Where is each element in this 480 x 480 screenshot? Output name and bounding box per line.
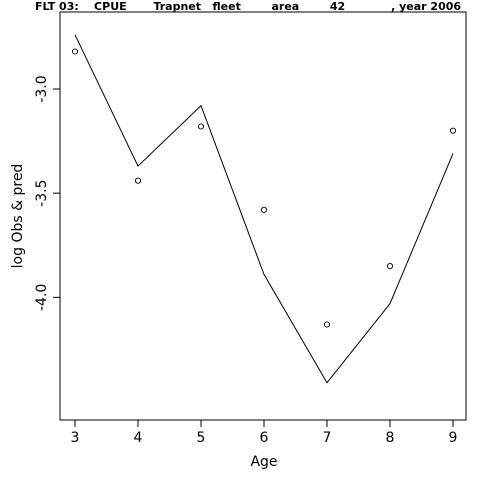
observed-point — [197, 123, 205, 130]
x-tick-label: 7 — [323, 430, 332, 446]
observed-point — [134, 177, 142, 184]
observed-point — [323, 321, 331, 328]
x-tick-label: 6 — [260, 430, 269, 446]
y-tick-label: -3.5 — [34, 180, 50, 207]
chart-title: FLT 03: CPUE Trapnet fleet area 42 , yea… — [35, 0, 461, 13]
y-axis-label: log Obs & pred — [10, 164, 26, 269]
plot-frame — [59, 11, 467, 421]
x-tick-label: 9 — [449, 430, 458, 446]
observed-point — [386, 263, 394, 270]
x-axis-label: Age — [250, 454, 277, 470]
series-layer — [71, 34, 457, 384]
y-tick-label: -3.0 — [34, 75, 50, 102]
observed-point — [260, 206, 268, 213]
y-tick-label: -4.0 — [34, 284, 50, 311]
observed-point — [71, 48, 79, 55]
x-tick-label: 5 — [197, 430, 206, 446]
predicted-line — [74, 34, 454, 384]
y-axis: -3.0 -3.5 -4.0 — [34, 75, 60, 311]
observed-point — [449, 127, 457, 134]
x-axis: 3 4 5 6 7 8 9 — [71, 419, 458, 446]
x-tick-label: 4 — [134, 430, 143, 446]
x-tick-label: 3 — [71, 430, 80, 446]
x-tick-label: 8 — [386, 430, 395, 446]
